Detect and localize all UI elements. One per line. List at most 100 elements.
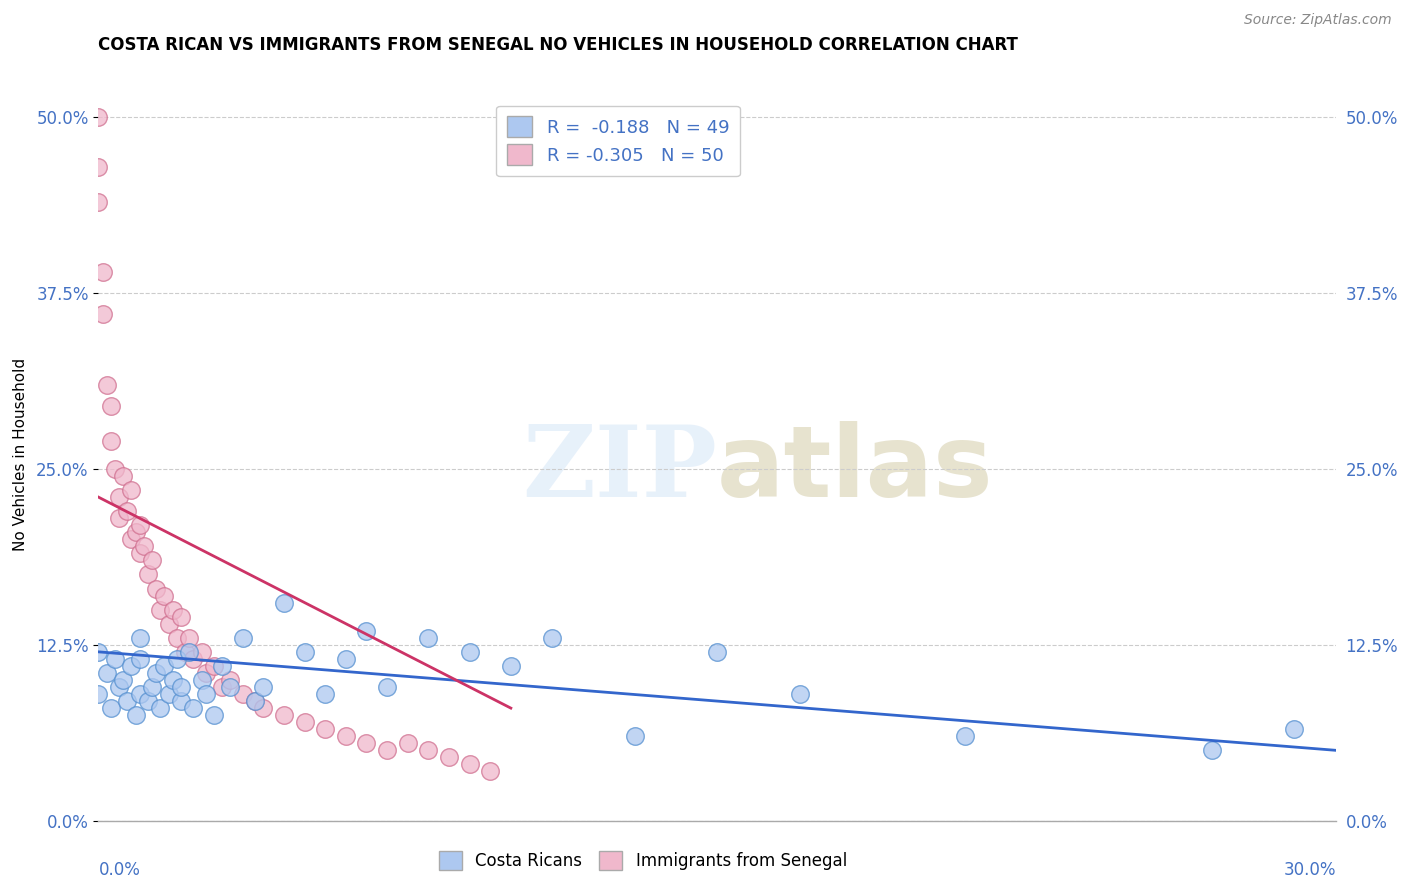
Point bbox=[174, 645, 197, 659]
Point bbox=[170, 609, 193, 624]
Point bbox=[100, 434, 122, 448]
Point bbox=[179, 631, 201, 645]
Point bbox=[166, 652, 188, 666]
Point bbox=[136, 694, 159, 708]
Point bbox=[170, 694, 193, 708]
Point bbox=[91, 265, 114, 279]
Point bbox=[314, 687, 336, 701]
Point bbox=[356, 736, 378, 750]
Point bbox=[181, 701, 204, 715]
Text: atlas: atlas bbox=[717, 421, 994, 518]
Point bbox=[356, 624, 378, 638]
Point bbox=[219, 673, 242, 687]
Point bbox=[87, 160, 110, 174]
Point bbox=[623, 729, 645, 743]
Point bbox=[314, 723, 336, 737]
Point bbox=[194, 665, 217, 680]
Point bbox=[141, 553, 163, 567]
Text: 30.0%: 30.0% bbox=[1284, 861, 1336, 879]
Point bbox=[128, 631, 150, 645]
Point bbox=[96, 377, 118, 392]
Text: ZIP: ZIP bbox=[522, 421, 717, 518]
Point bbox=[789, 687, 811, 701]
Point bbox=[132, 539, 155, 553]
Point bbox=[149, 602, 172, 616]
Point bbox=[124, 708, 146, 723]
Text: 0.0%: 0.0% bbox=[98, 861, 141, 879]
Point bbox=[166, 631, 188, 645]
Point bbox=[211, 659, 233, 673]
Point bbox=[458, 645, 481, 659]
Point bbox=[418, 631, 440, 645]
Legend: Costa Ricans, Immigrants from Senegal: Costa Ricans, Immigrants from Senegal bbox=[430, 842, 855, 878]
Point bbox=[194, 687, 217, 701]
Point bbox=[273, 708, 295, 723]
Point bbox=[87, 111, 110, 125]
Point bbox=[1201, 743, 1223, 757]
Text: Source: ZipAtlas.com: Source: ZipAtlas.com bbox=[1244, 13, 1392, 28]
Point bbox=[396, 736, 419, 750]
Point bbox=[375, 743, 398, 757]
Text: COSTA RICAN VS IMMIGRANTS FROM SENEGAL NO VEHICLES IN HOUSEHOLD CORRELATION CHAR: COSTA RICAN VS IMMIGRANTS FROM SENEGAL N… bbox=[98, 36, 1018, 54]
Point bbox=[128, 652, 150, 666]
Point bbox=[418, 743, 440, 757]
Point bbox=[87, 645, 110, 659]
Point bbox=[335, 729, 357, 743]
Point bbox=[117, 694, 139, 708]
Point bbox=[170, 680, 193, 694]
Point bbox=[104, 462, 127, 476]
Point bbox=[375, 680, 398, 694]
Point bbox=[162, 602, 184, 616]
Point bbox=[136, 567, 159, 582]
Point bbox=[120, 533, 142, 547]
Point bbox=[108, 511, 131, 525]
Point bbox=[252, 680, 274, 694]
Point bbox=[120, 483, 142, 497]
Point bbox=[458, 757, 481, 772]
Point bbox=[87, 194, 110, 209]
Point bbox=[162, 673, 184, 687]
Point bbox=[100, 701, 122, 715]
Point bbox=[100, 399, 122, 413]
Point bbox=[190, 645, 212, 659]
Point bbox=[128, 518, 150, 533]
Point bbox=[128, 687, 150, 701]
Point bbox=[243, 694, 266, 708]
Point bbox=[153, 589, 176, 603]
Point bbox=[149, 701, 172, 715]
Point bbox=[335, 652, 357, 666]
Point bbox=[243, 694, 266, 708]
Point bbox=[499, 659, 522, 673]
Point bbox=[181, 652, 204, 666]
Point bbox=[157, 687, 180, 701]
Point bbox=[294, 715, 316, 730]
Point bbox=[104, 652, 127, 666]
Point bbox=[252, 701, 274, 715]
Point bbox=[211, 680, 233, 694]
Point bbox=[953, 729, 976, 743]
Point bbox=[141, 680, 163, 694]
Point bbox=[157, 616, 180, 631]
Point bbox=[190, 673, 212, 687]
Point bbox=[219, 680, 242, 694]
Point bbox=[273, 596, 295, 610]
Point bbox=[87, 687, 110, 701]
Point bbox=[437, 750, 460, 764]
Point bbox=[112, 673, 135, 687]
Point bbox=[479, 764, 502, 779]
Point bbox=[145, 582, 167, 596]
Point bbox=[145, 665, 167, 680]
Point bbox=[541, 631, 564, 645]
Point bbox=[120, 659, 142, 673]
Point bbox=[117, 504, 139, 518]
Point bbox=[96, 665, 118, 680]
Point bbox=[128, 546, 150, 560]
Point bbox=[153, 659, 176, 673]
Point bbox=[1284, 723, 1306, 737]
Point bbox=[294, 645, 316, 659]
Point bbox=[91, 307, 114, 321]
Point bbox=[124, 525, 146, 540]
Y-axis label: No Vehicles in Household: No Vehicles in Household bbox=[13, 359, 28, 551]
Point bbox=[706, 645, 728, 659]
Point bbox=[232, 631, 254, 645]
